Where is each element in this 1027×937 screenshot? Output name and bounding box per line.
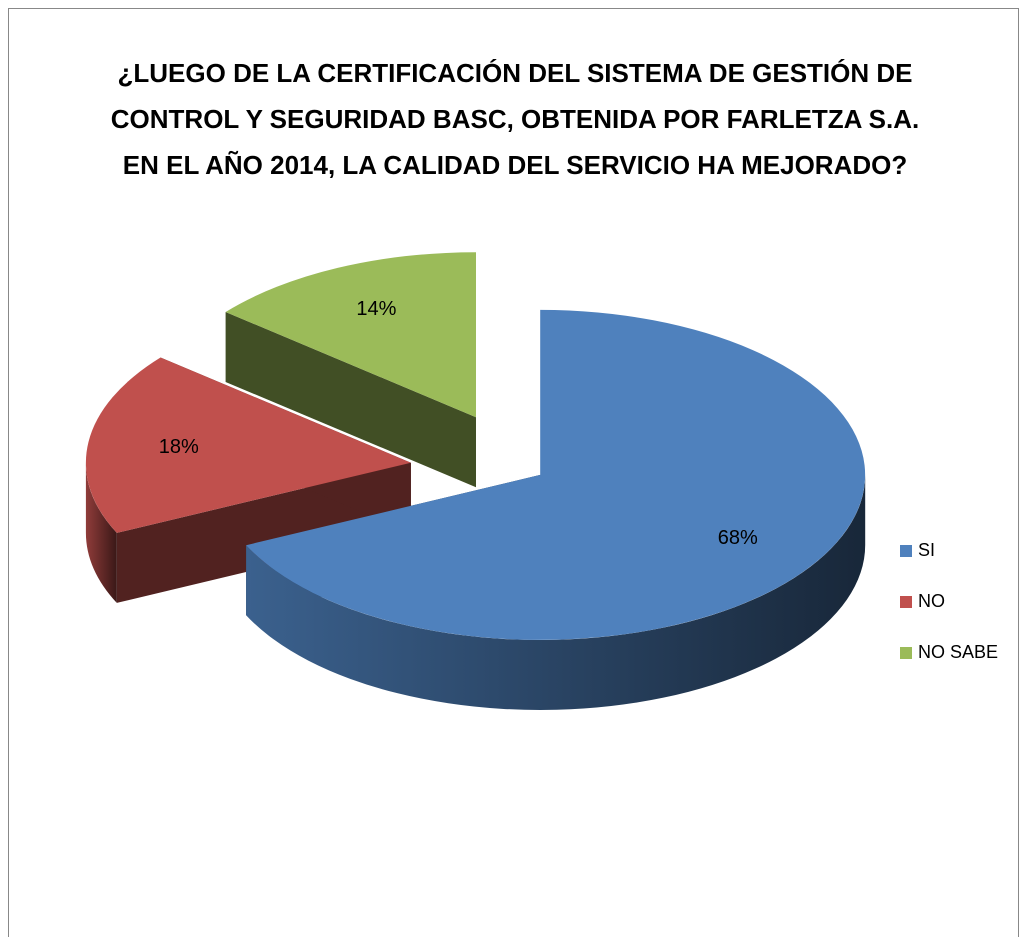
pie-slice	[246, 309, 866, 640]
legend-swatch	[900, 596, 912, 608]
data-label: 18%	[159, 436, 199, 458]
legend-label: NO SABE	[918, 642, 998, 662]
legend-swatch	[900, 545, 912, 557]
data-label: 68%	[718, 527, 758, 549]
slice-side	[85, 462, 117, 603]
slice-side	[246, 474, 866, 710]
legend-swatch	[900, 647, 912, 659]
chart-title: ¿LUEGO DE LA CERTIFICACIÓN DEL SISTEMA D…	[110, 58, 920, 180]
legend-label: NO	[918, 591, 945, 611]
data-label: 14%	[356, 298, 396, 320]
pie-slice	[85, 357, 411, 533]
legend-label: SI	[918, 540, 935, 560]
slice-wall	[225, 312, 476, 488]
pie-slice	[225, 252, 476, 418]
